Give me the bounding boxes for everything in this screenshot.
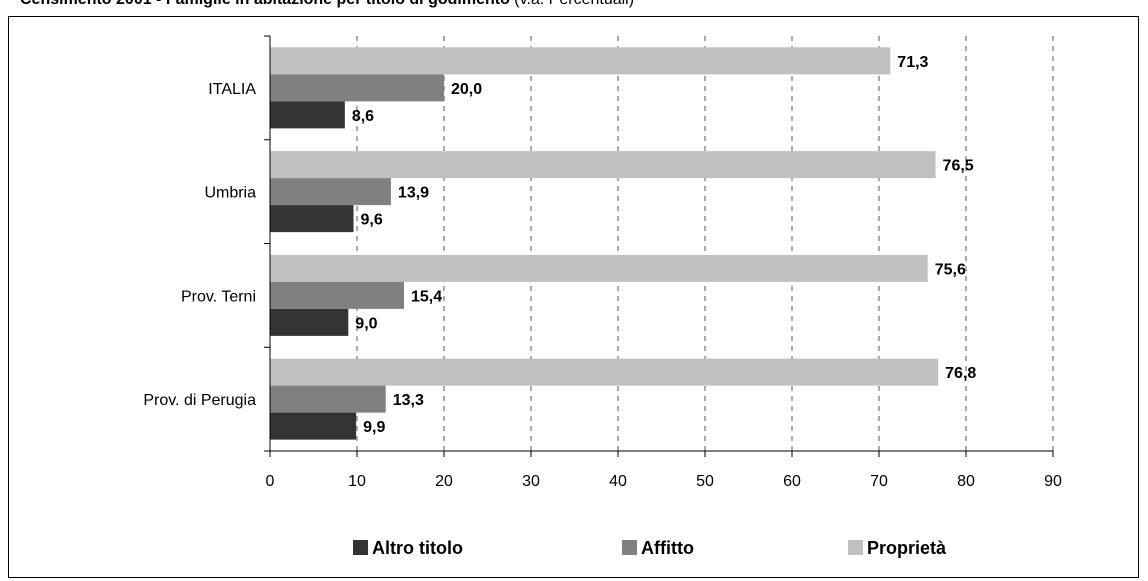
bar-italia-altro-titolo bbox=[270, 101, 345, 129]
data-label-umbria-propriet-: 76,5 bbox=[943, 158, 974, 175]
bar-umbria-affitto bbox=[270, 178, 391, 206]
category-label-italia: ITALIA bbox=[208, 81, 256, 98]
data-label-prov-di-perugia-propriet-: 76,8 bbox=[945, 365, 976, 382]
data-label-italia-propriet-: 71,3 bbox=[897, 54, 928, 71]
x-tick-label-20: 20 bbox=[435, 473, 453, 490]
chart-title-units: (v.a. Percentuali) bbox=[514, 0, 634, 8]
bar-prov-terni-propriet- bbox=[270, 254, 928, 282]
bar-prov-terni-altro-titolo bbox=[270, 308, 349, 336]
category-label-umbria: Umbria bbox=[204, 185, 256, 202]
data-label-umbria-affitto: 13,9 bbox=[398, 185, 429, 202]
category-label-prov-di-perugia: Prov. di Perugia bbox=[143, 392, 256, 409]
x-tick-label-10: 10 bbox=[348, 473, 366, 490]
legend-label-affitto: Affitto bbox=[641, 538, 694, 558]
category-label-prov-terni: Prov. Terni bbox=[181, 288, 256, 305]
legend-swatch-affitto bbox=[622, 540, 637, 555]
x-tick-label-50: 50 bbox=[696, 473, 714, 490]
x-tick-label-80: 80 bbox=[957, 473, 975, 490]
legend-label-propriet-: Proprietà bbox=[867, 538, 947, 558]
bar-prov-di-perugia-affitto bbox=[270, 385, 386, 413]
bar-umbria-propriet- bbox=[270, 151, 936, 179]
bar-italia-affitto bbox=[270, 74, 444, 102]
chart-frame bbox=[8, 16, 1139, 578]
data-label-prov-terni-affitto: 15,4 bbox=[411, 288, 442, 305]
bar-prov-di-perugia-propriet- bbox=[270, 358, 939, 386]
data-label-prov-terni-altro-titolo: 9,0 bbox=[355, 315, 377, 332]
x-tick-label-90: 90 bbox=[1044, 473, 1062, 490]
x-tick-label-40: 40 bbox=[609, 473, 627, 490]
x-tick-label-30: 30 bbox=[522, 473, 540, 490]
bar-italia-propriet- bbox=[270, 47, 891, 75]
chart-title: Censimento 2001 - Famiglie in abitazione… bbox=[20, 0, 634, 9]
chart-title-main: Censimento 2001 - Famiglie in abitazione… bbox=[20, 0, 510, 8]
chart-header: Censimento 2001 - Famiglie in abitazione… bbox=[0, 0, 1148, 16]
bar-prov-di-perugia-altro-titolo bbox=[270, 412, 357, 440]
data-label-italia-altro-titolo: 8,6 bbox=[352, 108, 374, 125]
data-label-prov-di-perugia-affitto: 13,3 bbox=[393, 392, 424, 409]
legend-swatch-propriet- bbox=[848, 540, 863, 555]
bar-umbria-altro-titolo bbox=[270, 205, 354, 233]
data-label-umbria-altro-titolo: 9,6 bbox=[361, 212, 383, 229]
x-tick-label-60: 60 bbox=[783, 473, 801, 490]
legend-swatch-altro-titolo bbox=[353, 540, 368, 555]
x-tick-label-0: 0 bbox=[266, 473, 275, 490]
x-tick-label-70: 70 bbox=[870, 473, 888, 490]
data-label-prov-di-perugia-altro-titolo: 9,9 bbox=[363, 419, 385, 436]
data-label-italia-affitto: 20,0 bbox=[451, 81, 482, 98]
bar-prov-terni-affitto bbox=[270, 281, 404, 309]
data-label-prov-terni-propriet-: 75,6 bbox=[935, 261, 966, 278]
legend-label-altro-titolo: Altro titolo bbox=[372, 538, 463, 558]
